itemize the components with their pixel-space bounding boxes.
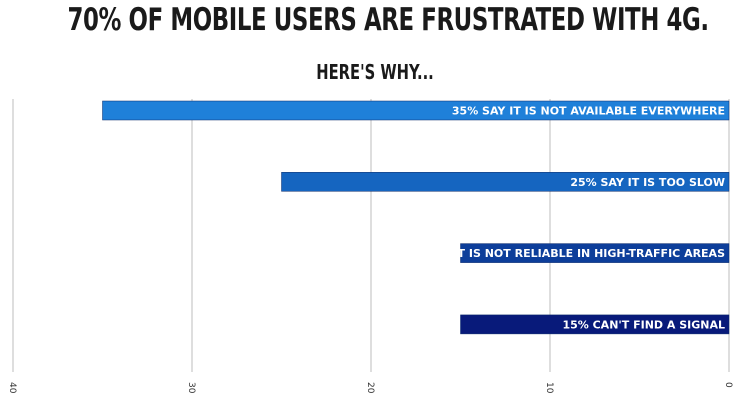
bar-4 [460,314,730,335]
bar-label-4: 15% CAN'T FIND A SIGNAL [562,318,725,331]
bar-label-2: 25% SAY IT IS TOO SLOW [570,176,725,189]
bar-label-3: 15% SAY IT IS NOT RELIABLE IN HIGH-TRAFF… [396,247,725,260]
chart-subtitle: HERE'S WHY... [316,60,434,84]
bar-2 [281,172,730,192]
bar-1 [102,100,730,121]
bar-3 [460,243,730,263]
tick-label-20: 20 [365,382,375,394]
bar-label-1: 35% SAY IT IS NOT AVAILABLE EVERYWHERE [452,105,725,118]
tick-label-0: 0 [723,382,733,388]
tick-label-40: 40 [7,382,17,394]
tick-label-30: 30 [186,382,196,394]
chart-title: 70% OF MOBILE USERS ARE FRUSTRATED WITH … [67,2,710,38]
tick-label-10: 10 [544,382,554,394]
